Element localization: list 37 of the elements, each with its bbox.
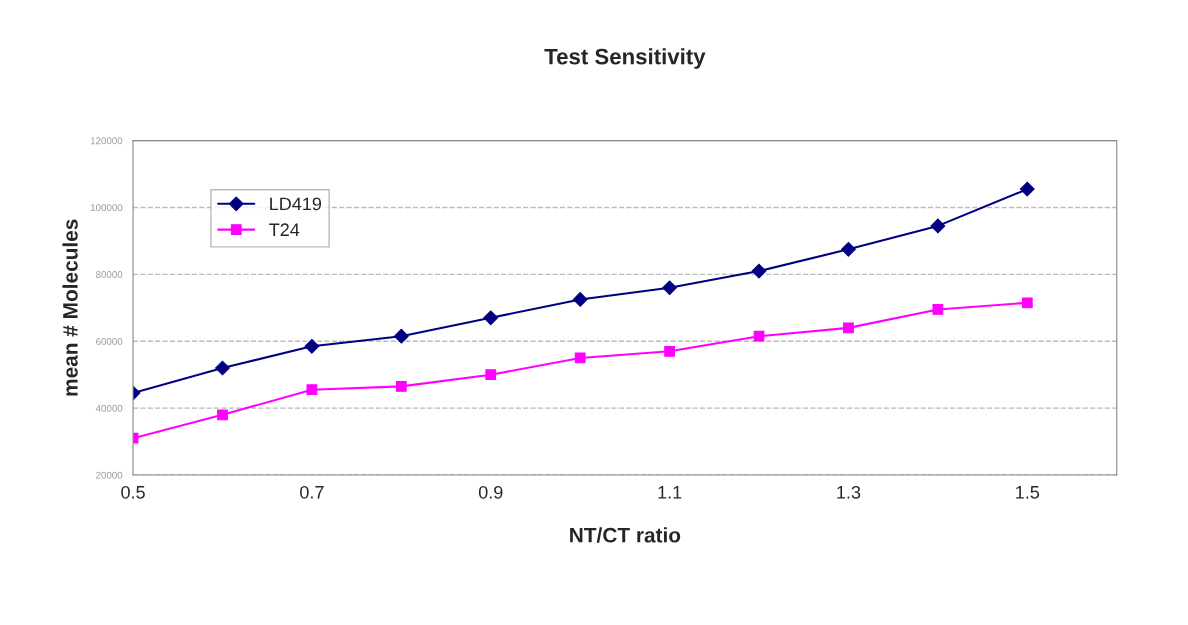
- point: [395, 381, 407, 392]
- x-tick-label: 0.9: [478, 485, 503, 499]
- y-axis-title: mean # Molecules: [62, 219, 78, 396]
- point: [215, 360, 230, 376]
- y-tick-label: 80000: [96, 271, 123, 278]
- legend-label: LD419: [270, 197, 322, 211]
- legend-label: T24: [269, 223, 300, 236]
- y-tick-label: 100000: [90, 204, 123, 212]
- point: [753, 330, 765, 342]
- point: [572, 292, 588, 307]
- x-tick-label: 0.7: [300, 485, 324, 499]
- x-tick-label: 0.5: [121, 485, 145, 499]
- point: [306, 384, 318, 396]
- point: [662, 280, 677, 296]
- point: [932, 304, 944, 315]
- x-tick-label: 1.3: [837, 485, 861, 499]
- x-axis-title: NT/CT ratio: [570, 527, 681, 543]
- point: [843, 322, 854, 334]
- y-tick-label: 20000: [96, 471, 123, 479]
- x-tick-label: 1.1: [658, 486, 682, 499]
- point: [664, 345, 675, 357]
- chart-title: Test Sensitivity: [544, 48, 706, 69]
- point: [393, 328, 409, 344]
- y-tick-label: 120000: [90, 137, 123, 145]
- point: [751, 263, 767, 279]
- y-tick-label: 40000: [95, 404, 123, 412]
- y-tick-label: 60000: [96, 337, 123, 345]
- point: [574, 352, 586, 364]
- point: [483, 310, 499, 326]
- point: [217, 409, 228, 421]
- point: [1021, 297, 1033, 309]
- point: [1019, 181, 1035, 197]
- point: [304, 338, 320, 354]
- point: [930, 218, 946, 234]
- x-tick-label: 1.5: [1016, 486, 1040, 499]
- point: [841, 241, 856, 257]
- point: [485, 369, 497, 381]
